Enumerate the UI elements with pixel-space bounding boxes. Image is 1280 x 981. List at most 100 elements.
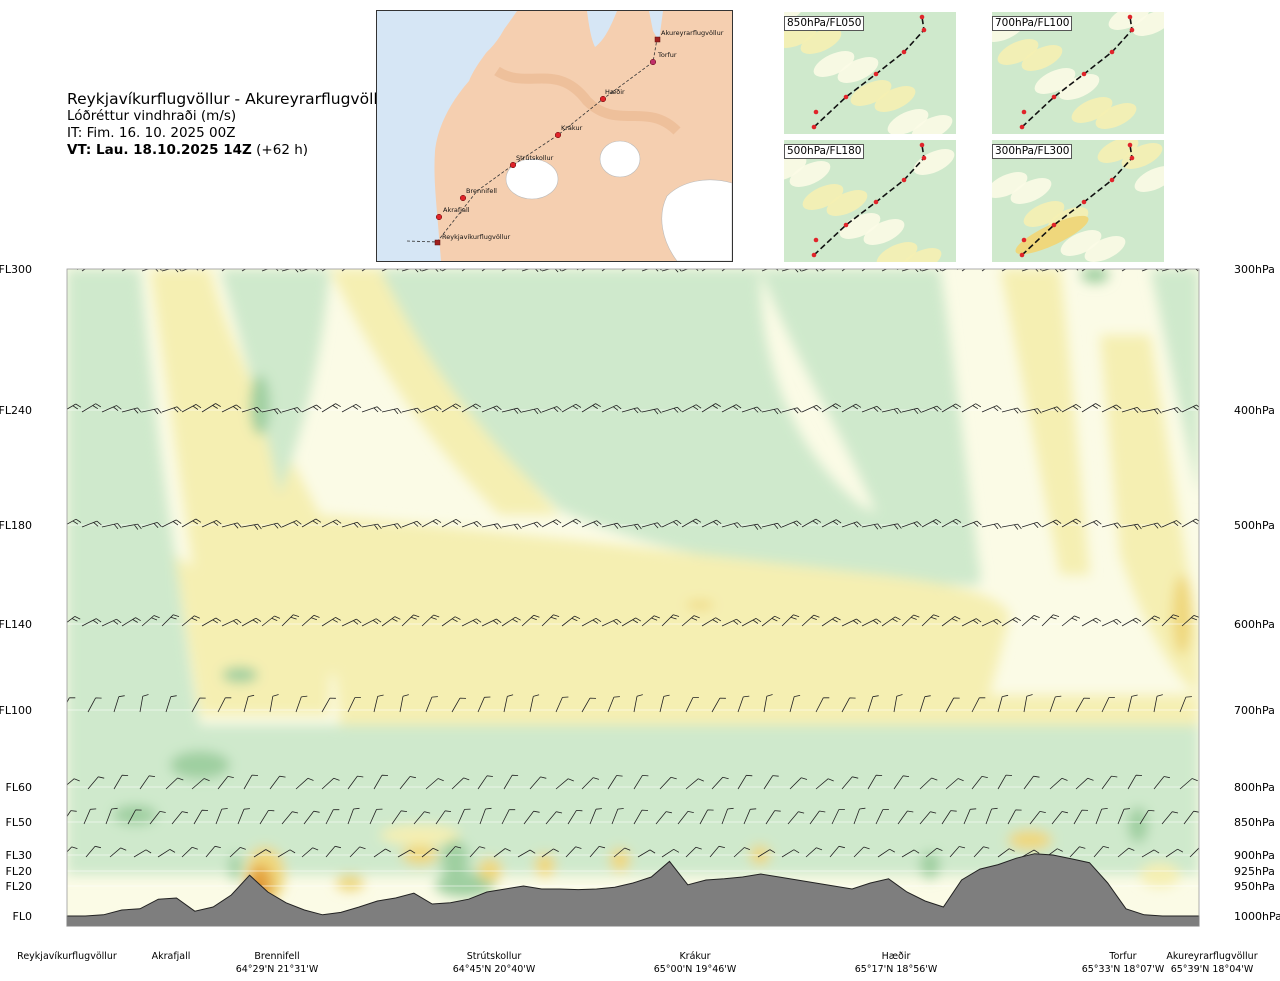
wind-barb [561,518,582,528]
wind-barb [561,615,581,627]
wind-barb [633,694,643,713]
waypoint-name: Akrafjall [151,951,191,962]
wind-barb [941,403,962,413]
wind-barb [67,810,77,818]
wind-barb [1121,269,1127,272]
wind-barb [861,618,882,627]
wind-barb [1161,520,1182,528]
wind-barb [765,810,781,825]
wind-barb [685,846,702,858]
wind-barb [521,408,542,415]
wind-barb [801,404,822,413]
wind-barb [721,807,734,825]
right-axis-label: 800hPa [1234,781,1275,794]
waypoint-label: Akrafjall [152,950,191,963]
wind-barb [181,404,202,413]
wind-barb [67,616,81,623]
wind-barb [941,810,957,825]
field-region [220,269,330,495]
wind-barb [1101,775,1118,790]
field-blob [1128,807,1148,843]
wind-barb [641,522,662,529]
wind-barb [1081,269,1087,272]
waypoint-name: Krákur [679,951,711,962]
wind-barb [1121,407,1142,413]
left-axis-label: FL30 [6,849,32,862]
wind-barb [781,849,800,858]
wind-barb [985,807,998,825]
wind-barb [677,811,694,825]
wind-barb [961,403,982,413]
wind-barb [881,523,902,530]
wind-barb [321,777,340,790]
wind-barb [1061,518,1082,528]
wind-barb [741,406,762,413]
wind-barb [1117,808,1131,825]
wind-barb [141,615,160,627]
wind-barb [481,523,502,530]
left-axis-label: FL100 [0,704,32,717]
wind-barb [401,614,420,627]
wind-barb [161,269,182,273]
wind-barb [221,269,226,272]
wind-barb [81,618,102,627]
wind-barb [133,849,152,858]
wind-barb [789,777,808,790]
wind-barb [761,522,782,529]
wind-barb [113,695,125,713]
wind-barb [1127,694,1138,713]
wind-barb [949,846,966,858]
wind-barb [621,617,642,627]
wind-barb [461,521,482,528]
wind-barb [641,408,662,415]
wind-barb [581,520,602,528]
wind-barb [479,807,492,825]
wind-barb [561,403,582,413]
wind-barb [1081,520,1102,528]
waypoint-label: Akureyrarflugvöllur 65°39'N 18°04'W [1166,950,1257,976]
field-region [1150,269,1199,495]
wind-barb [1081,617,1102,627]
wind-barb [841,521,862,528]
wind-barb [477,775,493,790]
wind-barb [841,697,856,713]
wind-barb [581,269,586,272]
wind-barb [1051,811,1068,825]
waypoint-coord: 65°33'N 18°07'W [1081,964,1165,975]
wind-barb [821,269,838,272]
wind-barb [461,269,466,272]
wind-barb [681,269,702,272]
wind-barb [139,694,149,713]
wind-barb [67,697,76,704]
left-axis-label: FL180 [0,519,32,532]
waypoint-label: Hæðir 65°17'N 18°56'W [855,950,938,976]
wind-barb [981,269,986,272]
wind-barb [101,269,106,272]
wind-barb [829,845,845,858]
wind-barb [901,269,922,273]
wind-barb [721,404,742,413]
waypoint-name: Brennifell [254,951,300,962]
waypoint-label: Strútskollur 64°45'N 20°40'W [453,950,536,976]
wind-barb [737,695,750,713]
wind-barb [1095,808,1108,825]
wind-barb [141,522,162,528]
wind-barb [1161,614,1180,627]
wind-barb [541,269,562,273]
wind-barb [1001,523,1022,530]
wind-barb [461,403,482,413]
wind-barb [621,269,627,272]
wind-barb [897,810,914,825]
wind-barb [281,614,300,627]
wind-barb [1141,408,1162,415]
wind-barb [1161,407,1182,414]
wind-barb [781,407,802,414]
right-axis-label: 900hPa [1234,849,1275,862]
wind-barb [421,614,440,627]
wind-barb [555,778,574,790]
wind-barb [1101,522,1122,529]
map-label-krakur: Krákur [561,124,583,132]
wind-barb [281,520,302,528]
wind-barb [1179,778,1198,790]
wind-barb [391,810,408,825]
